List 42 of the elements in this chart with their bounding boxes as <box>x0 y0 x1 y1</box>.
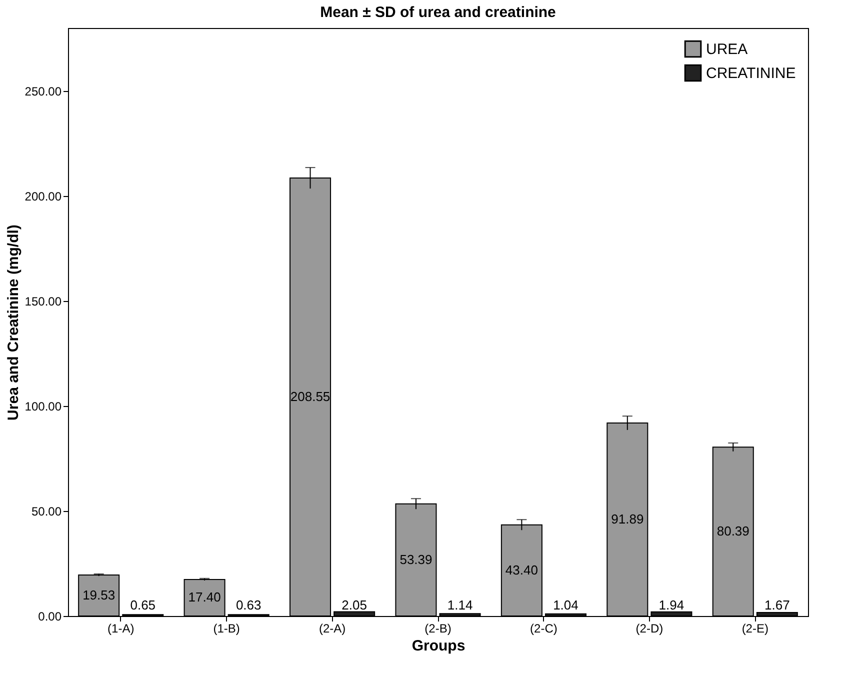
x-tick-label: (2-C) <box>530 622 558 636</box>
bar <box>544 613 586 616</box>
data-label: 1.67 <box>764 598 790 612</box>
data-label: 17.40 <box>188 590 221 605</box>
data-label: 2.05 <box>342 598 367 612</box>
bar <box>334 611 376 616</box>
bar <box>184 578 226 616</box>
data-label: 80.39 <box>716 524 750 539</box>
bar <box>712 446 754 616</box>
y-tick-label: 200.00 <box>24 190 62 204</box>
data-label: 0.65 <box>130 598 156 612</box>
x-tick-label: (2-B) <box>424 622 452 636</box>
legend-label: UREA <box>706 41 748 58</box>
y-tick-label: 0.00 <box>38 610 62 624</box>
x-tick-label: (1-A) <box>108 622 134 636</box>
x-tick-label: (2-A) <box>318 622 346 636</box>
x-tick-label: (2-E) <box>742 622 768 636</box>
bar <box>756 612 798 616</box>
data-label: 1.04 <box>553 598 578 612</box>
legend-label: CREATININE <box>706 65 796 82</box>
bar <box>78 574 120 616</box>
x-tick-label: (1-B) <box>213 622 240 636</box>
x-tick-label: (2-D) <box>636 622 664 636</box>
y-tick-label: 150.00 <box>24 294 62 308</box>
data-label: 43.40 <box>505 562 538 578</box>
bar <box>650 611 692 616</box>
y-tick-label: 50.00 <box>31 504 62 518</box>
bar <box>500 524 542 616</box>
data-label: 0.63 <box>236 598 262 612</box>
chart-title: Mean ± SD of urea and creatinine <box>320 4 556 21</box>
y-tick-label: 100.00 <box>24 400 62 414</box>
data-label: 1.14 <box>447 598 473 612</box>
y-tick-label: 250.00 <box>24 84 62 98</box>
bar <box>395 503 437 616</box>
y-axis-title: Urea and Creatinine (mg/dl) <box>4 224 22 420</box>
x-axis-title: Groups <box>412 638 466 654</box>
data-label: 1.94 <box>658 598 684 612</box>
data-label: 91.89 <box>611 512 644 527</box>
data-label: 53.39 <box>400 552 432 567</box>
data-label: 19.53 <box>82 587 116 602</box>
data-label: 208.55 <box>290 389 330 404</box>
bar <box>439 613 481 616</box>
